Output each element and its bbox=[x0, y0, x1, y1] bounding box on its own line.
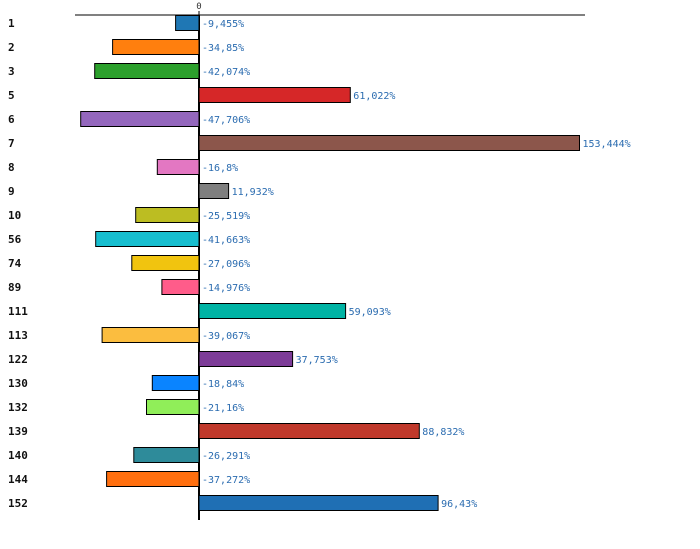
bar-89 bbox=[161, 279, 200, 295]
category-label-139: 139 bbox=[8, 425, 28, 438]
zero-tick-label: 0 bbox=[196, 2, 201, 12]
value-label-3: -42,074% bbox=[202, 67, 250, 78]
value-label-130: -18,84% bbox=[202, 379, 244, 390]
value-label-113: -39,067% bbox=[202, 331, 250, 342]
value-label-1: -9,455% bbox=[202, 19, 244, 30]
value-label-56: -41,663% bbox=[202, 235, 250, 246]
category-label-132: 132 bbox=[8, 401, 28, 414]
bar-3 bbox=[94, 63, 200, 79]
category-label-5: 5 bbox=[8, 89, 15, 102]
category-label-3: 3 bbox=[8, 65, 15, 78]
category-label-7: 7 bbox=[8, 137, 15, 150]
bar-132 bbox=[146, 399, 200, 415]
value-label-9: 11,932% bbox=[232, 187, 274, 198]
category-label-130: 130 bbox=[8, 377, 28, 390]
category-label-10: 10 bbox=[8, 209, 21, 222]
category-label-140: 140 bbox=[8, 449, 28, 462]
category-label-111: 111 bbox=[8, 305, 28, 318]
bar-6 bbox=[80, 111, 200, 127]
value-label-6: -47,706% bbox=[202, 115, 250, 126]
value-label-2: -34,85% bbox=[202, 43, 244, 54]
category-label-89: 89 bbox=[8, 281, 21, 294]
bar-9 bbox=[198, 183, 230, 199]
bar-5 bbox=[198, 87, 351, 103]
value-label-122: 37,753% bbox=[296, 355, 338, 366]
category-label-56: 56 bbox=[8, 233, 22, 246]
bar-122 bbox=[198, 351, 294, 367]
bar-1 bbox=[175, 15, 200, 31]
bar-113 bbox=[101, 327, 200, 343]
value-label-111: 59,093% bbox=[349, 307, 391, 318]
value-label-8: -16,8% bbox=[202, 163, 238, 174]
category-label-6: 6 bbox=[8, 113, 15, 126]
value-label-5: 61,022% bbox=[353, 91, 395, 102]
value-label-132: -21,16% bbox=[202, 403, 244, 414]
bar-8 bbox=[156, 159, 200, 175]
value-label-7: 153,444% bbox=[583, 139, 631, 150]
value-labels-layer: -9,455% -34,85% -42,074% 61,022% -47,706% 153… bbox=[202, 19, 631, 510]
bar-130 bbox=[151, 375, 200, 391]
value-label-152: 96,43% bbox=[441, 499, 477, 510]
value-label-140: -26,291% bbox=[202, 451, 250, 462]
category-label-9: 9 bbox=[8, 185, 15, 198]
bars-layer bbox=[80, 15, 580, 511]
bar-111 bbox=[198, 303, 347, 319]
value-label-144: -37,272% bbox=[202, 475, 250, 486]
value-label-74: -27,096% bbox=[202, 259, 250, 270]
bar-56 bbox=[95, 231, 200, 247]
bar-7 bbox=[198, 135, 580, 151]
bar-2 bbox=[112, 39, 200, 55]
category-label-1: 1 bbox=[8, 17, 15, 30]
bar-140 bbox=[133, 447, 200, 463]
category-labels-layer: 1235678910567489111113122130132139140144… bbox=[8, 17, 28, 510]
category-label-74: 74 bbox=[8, 257, 22, 270]
category-label-8: 8 bbox=[8, 161, 15, 174]
value-label-139: 88,832% bbox=[422, 427, 464, 438]
category-label-122: 122 bbox=[8, 353, 28, 366]
bar-74 bbox=[131, 255, 200, 271]
bar-139 bbox=[198, 423, 420, 439]
category-label-2: 2 bbox=[8, 41, 15, 54]
bar-144 bbox=[106, 471, 200, 487]
category-label-152: 152 bbox=[8, 497, 28, 510]
value-label-89: -14,976% bbox=[202, 283, 250, 294]
category-label-144: 144 bbox=[8, 473, 28, 486]
value-label-10: -25,519% bbox=[202, 211, 250, 222]
bar-10 bbox=[135, 207, 200, 223]
category-label-113: 113 bbox=[8, 329, 28, 342]
bar-152 bbox=[198, 495, 439, 511]
